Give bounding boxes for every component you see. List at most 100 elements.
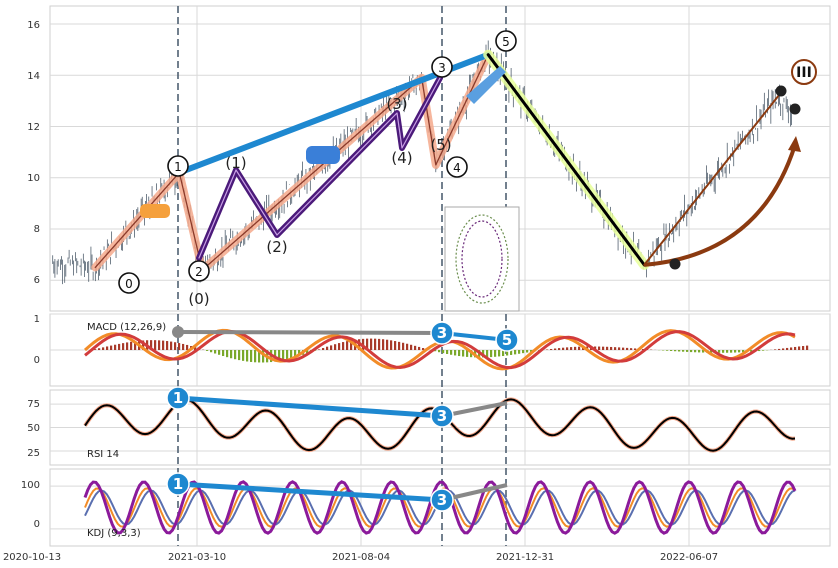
rsi-y-tick-25: 25 <box>27 448 40 459</box>
macd-histogram-bar-31 <box>214 350 217 354</box>
macd-histogram-bar-147 <box>678 350 681 352</box>
macd-histogram-bar-100 <box>490 350 493 358</box>
rsi-y-tick-75: 75 <box>27 399 40 410</box>
macd-histogram-bar-160 <box>730 350 733 353</box>
wave-circle-3 <box>431 56 453 78</box>
macd-histogram-bar-104 <box>506 350 509 356</box>
macd-histogram-bar-144 <box>666 350 669 351</box>
pivot-dot-1 <box>775 85 787 97</box>
macd-histogram-bar-60 <box>330 345 333 350</box>
macd-histogram-bar-35 <box>230 350 233 359</box>
x-tick-2: 2021-03-10 <box>168 552 226 563</box>
macd-histogram-bar-120 <box>570 347 573 350</box>
recovery-line <box>643 94 780 266</box>
macd-histogram-bar-168 <box>762 350 765 351</box>
macd-histogram-bar-129 <box>606 346 609 350</box>
divergence-badge-4 <box>166 472 190 496</box>
macd-histogram-bar-106 <box>514 350 517 355</box>
airplane-icon <box>466 66 506 104</box>
macd-histogram-bar-61 <box>334 344 337 350</box>
impulse-wave-line <box>94 54 489 271</box>
macd-histogram-bar-108 <box>522 350 525 354</box>
macd-histogram-bar-153 <box>702 350 705 353</box>
macd-histogram-bar-86 <box>434 350 437 352</box>
macd-histogram-bar-19 <box>166 341 169 350</box>
macd-histogram-bar-10 <box>130 341 133 350</box>
macd-histogram-bar-73 <box>382 339 385 350</box>
macd-histogram-bar-122 <box>578 346 581 350</box>
macd-histogram-bar-62 <box>338 343 341 350</box>
macd-histogram-bar-50 <box>290 350 293 359</box>
wave-circle-label-0: 0 <box>125 277 133 291</box>
divergence-badge-2 <box>166 386 190 410</box>
macd-histogram-bar-145 <box>670 350 673 351</box>
x-tick-5: 2022-06-07 <box>660 552 718 563</box>
macd-histogram-bar-165 <box>750 350 753 352</box>
wave-circle-label-3: 3 <box>438 61 446 75</box>
macd-histogram-bar-16 <box>154 340 157 350</box>
price-y-tick-12: 12 <box>27 122 40 133</box>
macd-histogram-bar-37 <box>238 350 241 361</box>
divergence-badge-5 <box>430 488 454 512</box>
macd-histogram-bar-59 <box>326 346 329 350</box>
macd-histogram-bar-81 <box>414 345 417 350</box>
divergence-badge-3 <box>430 404 454 428</box>
macd-histogram-bar-4 <box>106 346 109 350</box>
subwave-label-5: (5) <box>430 136 451 154</box>
macd-divergence-dot <box>172 326 184 338</box>
subwave-label-4: (4) <box>391 149 412 167</box>
macd-histogram-bar-23 <box>182 343 185 350</box>
macd-histogram-bar-21 <box>174 342 177 350</box>
macd-histogram-bar-82 <box>418 346 421 350</box>
inset-frame <box>444 206 520 312</box>
macd-histogram-bar-110 <box>530 350 533 352</box>
price-y-tick-16: 16 <box>27 20 40 31</box>
macd-histogram-bar-171 <box>774 349 777 350</box>
rsi-divergence-blue <box>177 395 443 419</box>
macd-histogram-bar-22 <box>178 343 181 350</box>
macd-histogram-bar-128 <box>602 346 605 350</box>
macd-histogram-bar-133 <box>622 347 625 350</box>
macd-histogram-bar-36 <box>234 350 237 360</box>
macd-histogram-bar-146 <box>674 350 677 352</box>
macd-histogram-bar-75 <box>390 340 393 350</box>
macd-y-tick-0: 0 <box>34 355 40 366</box>
macd-histogram-bar-103 <box>502 350 505 356</box>
macd-histogram-bar-136 <box>634 348 637 350</box>
macd-histogram-bar-47 <box>278 350 281 361</box>
macd-histogram-bar-6 <box>114 344 117 350</box>
macd-histogram-bar-138 <box>642 349 645 350</box>
macd-histogram-bar-9 <box>126 342 129 350</box>
divergence-badge-1 <box>495 328 519 352</box>
macd-panel-label: MACD (12,26,9) <box>87 322 166 333</box>
macd-histogram-bar-38 <box>242 350 245 361</box>
kdj-j-line <box>83 480 797 535</box>
kdj-divergence-blue <box>177 481 443 503</box>
macd-histogram-bar-173 <box>782 348 785 350</box>
subwave-label-3: (3) <box>386 95 407 113</box>
macd-histogram-bar-94 <box>466 350 469 357</box>
kdj-y-tick-100: 100 <box>21 480 40 491</box>
macd-histogram-bar-87 <box>438 350 441 353</box>
pivot-dot-0 <box>669 258 681 270</box>
macd-signal-line <box>84 329 796 370</box>
wave-III-label: III <box>796 65 812 81</box>
macd-histogram-bar-7 <box>118 343 121 350</box>
macd-histogram-bar-41 <box>254 350 257 363</box>
macd-histogram-bar-24 <box>186 344 189 350</box>
macd-divergence-grey <box>177 330 443 335</box>
divergence-badge-0 <box>430 321 454 345</box>
macd-histogram-bar-130 <box>610 346 613 350</box>
macd-histogram-bar-63 <box>342 342 345 350</box>
macd-histogram-bar-34 <box>226 350 229 358</box>
macd-histogram-bar-54 <box>306 350 309 354</box>
annotation-layer <box>118 30 817 512</box>
macd-histogram-bar-117 <box>558 348 561 350</box>
x-tick-3: 2021-08-04 <box>332 552 390 563</box>
rsi-y-tick-50: 50 <box>27 423 40 434</box>
macd-histogram-bar-30 <box>210 350 213 353</box>
macd-histogram-bar-49 <box>286 350 289 360</box>
macd-histogram-bar-3 <box>102 347 105 350</box>
